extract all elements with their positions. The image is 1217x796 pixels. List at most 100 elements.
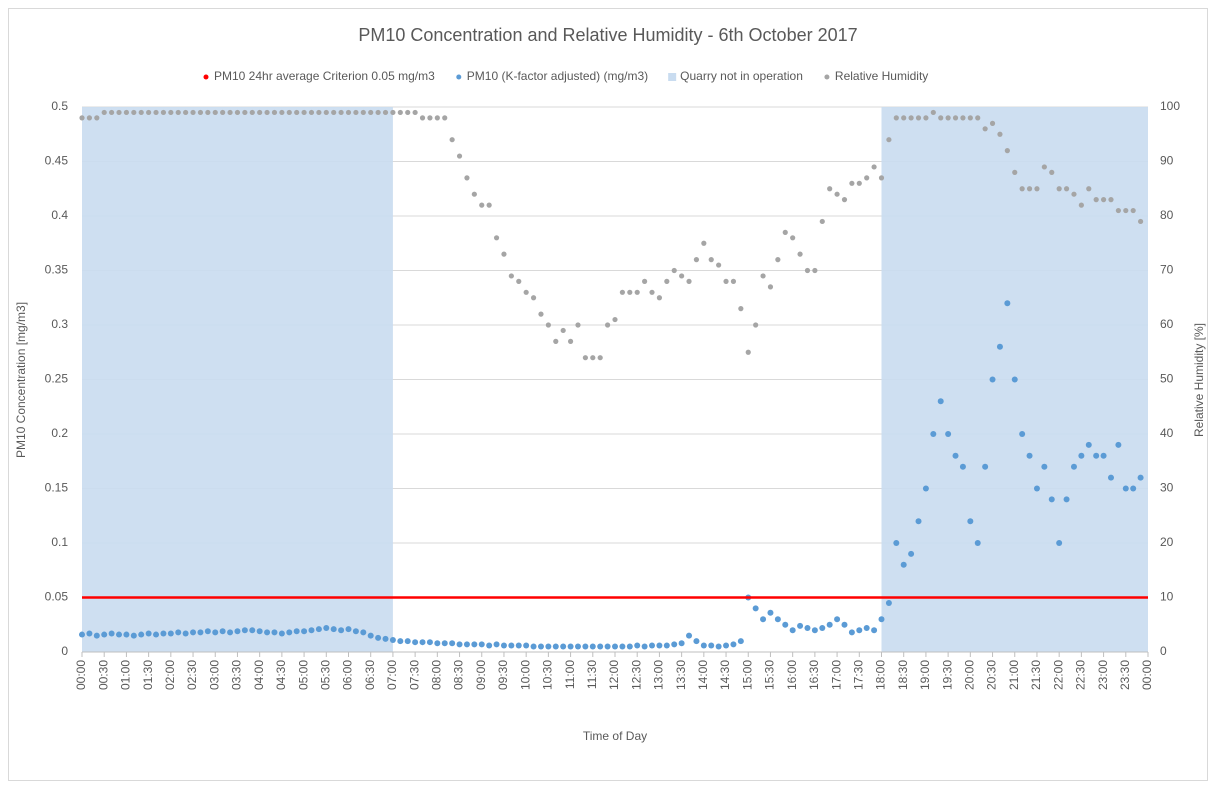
data-point bbox=[404, 638, 411, 645]
data-point bbox=[234, 109, 241, 116]
y-tick-label: 0.15 bbox=[45, 481, 69, 495]
data-point bbox=[1108, 197, 1114, 203]
data-point bbox=[930, 431, 937, 437]
data-point bbox=[886, 137, 892, 143]
data-point bbox=[419, 115, 426, 121]
data-point bbox=[397, 638, 404, 645]
data-point bbox=[619, 643, 626, 650]
data-point bbox=[278, 630, 285, 637]
data-point bbox=[597, 643, 604, 650]
data-point bbox=[885, 599, 892, 606]
data-point bbox=[834, 191, 840, 197]
data-point bbox=[146, 109, 152, 116]
data-point bbox=[1048, 496, 1055, 503]
data-point bbox=[1071, 191, 1077, 197]
chart-title: PM10 Concentration and Relative Humidity… bbox=[358, 25, 857, 45]
data-point bbox=[1004, 148, 1010, 154]
data-point bbox=[123, 631, 130, 638]
y2-tick-label: 0 bbox=[1160, 644, 1167, 658]
data-point bbox=[168, 109, 174, 116]
data-point bbox=[982, 463, 989, 470]
x-tick-label: 07:30 bbox=[407, 660, 421, 690]
data-point bbox=[175, 629, 182, 636]
data-point bbox=[500, 642, 507, 649]
data-point bbox=[960, 115, 966, 121]
data-point bbox=[286, 629, 293, 636]
data-point bbox=[723, 278, 729, 284]
data-point bbox=[1041, 164, 1047, 170]
x-tick-label: 13:30 bbox=[674, 660, 688, 690]
data-point bbox=[1137, 474, 1144, 481]
y-tick-label: 0 bbox=[61, 644, 68, 658]
data-point bbox=[405, 109, 411, 116]
x-tick-label: 02:00 bbox=[163, 660, 177, 690]
data-point bbox=[553, 338, 559, 344]
data-point bbox=[634, 642, 641, 649]
data-point bbox=[663, 642, 670, 649]
x-tick-label: 04:00 bbox=[252, 660, 266, 690]
data-point bbox=[301, 109, 307, 116]
x-tick-label: 12:00 bbox=[607, 660, 621, 690]
data-point bbox=[286, 109, 292, 116]
data-point bbox=[871, 627, 878, 634]
x-tick-label: 23:30 bbox=[1118, 660, 1132, 690]
data-point bbox=[959, 463, 966, 470]
data-point bbox=[901, 115, 907, 121]
x-tick-label: 16:30 bbox=[807, 660, 821, 690]
data-point bbox=[604, 643, 611, 650]
data-point bbox=[767, 284, 774, 290]
data-point bbox=[367, 632, 374, 639]
data-point bbox=[1033, 485, 1040, 492]
quarry-band bbox=[82, 107, 393, 652]
data-point bbox=[479, 202, 485, 208]
data-point bbox=[1063, 496, 1070, 503]
data-point bbox=[493, 235, 500, 241]
data-point bbox=[138, 109, 144, 116]
data-point bbox=[975, 115, 981, 121]
data-point bbox=[183, 109, 189, 116]
data-point bbox=[190, 109, 196, 116]
x-tick-label: 10:00 bbox=[518, 660, 532, 690]
data-point bbox=[434, 640, 441, 647]
data-point bbox=[834, 616, 841, 623]
data-point bbox=[700, 642, 707, 649]
data-point bbox=[1078, 202, 1084, 208]
data-point bbox=[915, 518, 922, 525]
data-point bbox=[182, 630, 189, 637]
data-point bbox=[352, 628, 359, 635]
data-point bbox=[301, 628, 308, 635]
data-point bbox=[501, 251, 507, 257]
data-point bbox=[597, 355, 603, 361]
data-point bbox=[701, 240, 707, 246]
x-tick-label: 14:30 bbox=[718, 660, 732, 690]
x-tick-label: 20:30 bbox=[985, 660, 999, 690]
data-point bbox=[375, 109, 381, 116]
data-point bbox=[123, 109, 130, 116]
data-point bbox=[138, 631, 145, 638]
data-point bbox=[293, 628, 300, 635]
data-point bbox=[1070, 463, 1077, 470]
data-point bbox=[612, 316, 618, 323]
data-point bbox=[841, 621, 848, 628]
y-tick-label: 0.5 bbox=[51, 99, 68, 113]
y2-tick-label: 10 bbox=[1160, 590, 1174, 604]
data-point bbox=[368, 109, 374, 116]
data-point bbox=[745, 349, 751, 355]
data-point bbox=[627, 289, 633, 295]
data-point bbox=[323, 625, 330, 632]
x-tick-label: 03:30 bbox=[230, 660, 244, 690]
x-tick-label: 00:00 bbox=[74, 660, 88, 690]
data-point bbox=[478, 641, 485, 648]
data-point bbox=[279, 109, 285, 116]
data-point bbox=[782, 621, 789, 628]
data-point bbox=[493, 641, 500, 648]
data-point bbox=[1115, 207, 1121, 214]
x-tick-label: 01:00 bbox=[119, 660, 133, 690]
data-point bbox=[426, 639, 433, 646]
data-point bbox=[708, 257, 714, 263]
x-tick-label: 08:30 bbox=[452, 660, 466, 690]
data-point bbox=[486, 202, 492, 208]
data-point bbox=[753, 322, 759, 328]
data-point bbox=[693, 638, 700, 645]
